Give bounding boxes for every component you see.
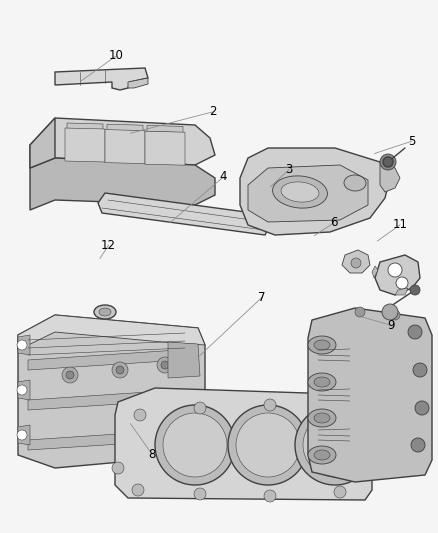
- Circle shape: [354, 422, 366, 434]
- Circle shape: [228, 405, 308, 485]
- Polygon shape: [18, 335, 30, 355]
- Circle shape: [116, 366, 124, 374]
- Polygon shape: [395, 288, 408, 295]
- Ellipse shape: [308, 336, 336, 354]
- Polygon shape: [18, 315, 205, 468]
- Circle shape: [264, 399, 276, 411]
- Polygon shape: [67, 123, 103, 130]
- Polygon shape: [147, 125, 183, 132]
- Circle shape: [194, 488, 206, 500]
- Circle shape: [415, 401, 429, 415]
- Circle shape: [390, 310, 400, 320]
- Polygon shape: [128, 78, 148, 88]
- Ellipse shape: [281, 182, 319, 202]
- Circle shape: [329, 402, 341, 414]
- Ellipse shape: [308, 373, 336, 391]
- Ellipse shape: [314, 377, 330, 387]
- Polygon shape: [30, 158, 215, 210]
- Text: 8: 8: [148, 448, 155, 461]
- Text: 2: 2: [208, 106, 216, 118]
- Ellipse shape: [99, 308, 111, 316]
- Text: 12: 12: [101, 239, 116, 252]
- Text: 11: 11: [392, 219, 407, 231]
- Polygon shape: [18, 315, 205, 350]
- Ellipse shape: [308, 446, 336, 464]
- Polygon shape: [168, 392, 200, 428]
- Polygon shape: [30, 118, 215, 168]
- Polygon shape: [18, 425, 30, 445]
- Circle shape: [17, 385, 27, 395]
- Ellipse shape: [314, 340, 330, 350]
- Circle shape: [112, 362, 128, 378]
- Polygon shape: [105, 130, 145, 164]
- Polygon shape: [375, 255, 420, 295]
- Polygon shape: [65, 128, 105, 162]
- Polygon shape: [342, 250, 370, 273]
- Circle shape: [161, 361, 169, 369]
- Polygon shape: [240, 148, 390, 235]
- Circle shape: [295, 405, 375, 485]
- Polygon shape: [372, 266, 378, 278]
- Ellipse shape: [272, 176, 328, 208]
- Circle shape: [66, 371, 74, 379]
- Text: 9: 9: [387, 319, 395, 332]
- Text: 7: 7: [258, 291, 266, 304]
- Text: 3: 3: [286, 163, 293, 176]
- Circle shape: [303, 413, 367, 477]
- Polygon shape: [28, 350, 182, 370]
- Polygon shape: [28, 430, 182, 450]
- Text: 4: 4: [219, 171, 227, 183]
- Polygon shape: [168, 342, 200, 378]
- Circle shape: [163, 413, 227, 477]
- Circle shape: [157, 357, 173, 373]
- Polygon shape: [55, 68, 148, 90]
- Circle shape: [413, 363, 427, 377]
- Circle shape: [388, 263, 402, 277]
- Circle shape: [411, 438, 425, 452]
- Circle shape: [134, 409, 146, 421]
- Ellipse shape: [344, 175, 366, 191]
- Polygon shape: [30, 118, 55, 168]
- Ellipse shape: [314, 450, 330, 460]
- Text: 5: 5: [408, 135, 415, 148]
- Circle shape: [62, 367, 78, 383]
- Circle shape: [155, 405, 235, 485]
- Text: 10: 10: [109, 50, 124, 62]
- Circle shape: [382, 304, 398, 320]
- Circle shape: [355, 307, 365, 317]
- Circle shape: [351, 258, 361, 268]
- Polygon shape: [248, 165, 368, 222]
- Polygon shape: [18, 380, 30, 400]
- Ellipse shape: [314, 413, 330, 423]
- Circle shape: [264, 490, 276, 502]
- Polygon shape: [107, 124, 143, 131]
- Circle shape: [236, 413, 300, 477]
- Circle shape: [396, 277, 408, 289]
- Circle shape: [383, 157, 393, 167]
- Circle shape: [359, 462, 371, 474]
- Polygon shape: [145, 131, 185, 165]
- Ellipse shape: [308, 409, 336, 427]
- Ellipse shape: [94, 305, 116, 319]
- Polygon shape: [308, 308, 432, 482]
- Circle shape: [112, 462, 124, 474]
- Circle shape: [194, 402, 206, 414]
- Text: 6: 6: [330, 216, 338, 229]
- Polygon shape: [380, 162, 400, 192]
- Circle shape: [380, 154, 396, 170]
- Circle shape: [132, 484, 144, 496]
- Polygon shape: [28, 390, 182, 410]
- Polygon shape: [98, 193, 270, 235]
- Circle shape: [17, 430, 27, 440]
- Circle shape: [408, 325, 422, 339]
- Polygon shape: [115, 388, 372, 500]
- Circle shape: [334, 486, 346, 498]
- Circle shape: [410, 285, 420, 295]
- Circle shape: [17, 340, 27, 350]
